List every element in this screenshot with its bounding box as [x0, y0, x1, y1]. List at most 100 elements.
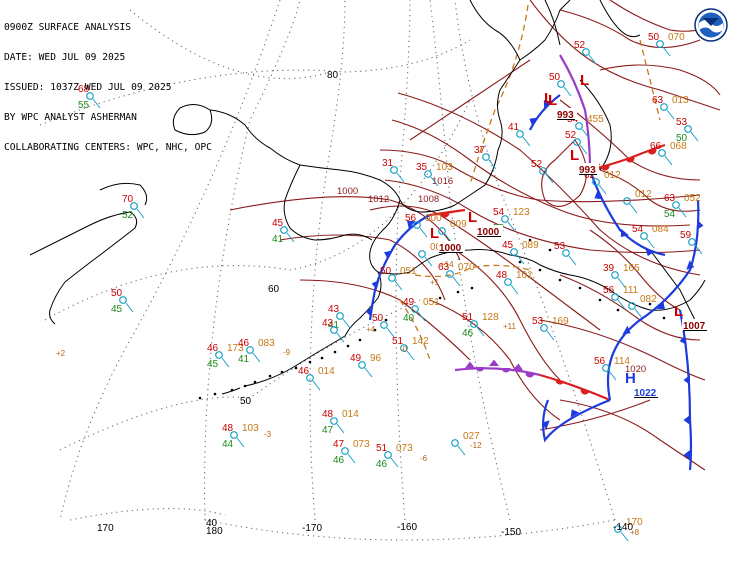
station-circle: [688, 238, 696, 246]
grid-line: [203, 0, 301, 521]
cold-front-barb: [656, 301, 665, 310]
wind-barb: [608, 370, 617, 381]
isobar-line: [397, 92, 701, 276]
station-temperature: 59: [680, 230, 692, 241]
center-value-bg: [578, 163, 599, 175]
station-circle: [575, 122, 583, 130]
station-plot: 48 101: [496, 270, 533, 295]
station-pressure: 170: [626, 517, 643, 528]
station-plot: 51 142: [392, 336, 429, 361]
center-value: 993: [557, 110, 574, 121]
island: [358, 338, 362, 342]
wind-barb: [581, 128, 590, 139]
island: [243, 384, 247, 388]
station-plot: 41: [508, 122, 531, 147]
wind-barb: [252, 352, 261, 363]
center-value-bg: [438, 241, 465, 253]
cold-front-barb: [645, 248, 655, 257]
station-circle: [411, 305, 419, 313]
station-plot: 35 103: [416, 162, 453, 187]
station-temperature: 50: [549, 72, 561, 83]
cold-front: [529, 94, 561, 131]
station-dewpoint: 46: [333, 455, 345, 466]
station-circle: [418, 250, 426, 258]
wind-barb: [516, 254, 525, 265]
station-circle: [684, 125, 692, 133]
low-symbol: L: [580, 72, 589, 89]
isobar-line: [369, 205, 601, 331]
cold-front-barb: [529, 117, 538, 127]
station-circle: [582, 48, 590, 56]
warm-front-bulge: [440, 213, 450, 218]
station-pressure: 014: [318, 366, 335, 377]
coastline: [469, 0, 521, 61]
station-circle: [384, 451, 392, 459]
wind-barb: [336, 332, 345, 343]
coastline: [221, 387, 241, 395]
coastline: [209, 109, 499, 213]
pressure-tendency: -0: [400, 345, 408, 354]
station-dewpoint: 50: [676, 133, 688, 144]
station-temperature: 46: [238, 338, 250, 349]
station-dewpoint: 46: [376, 459, 388, 470]
coastline: [244, 379, 267, 387]
cold-front-barb: [686, 260, 695, 270]
station-pressure: 169: [552, 316, 569, 327]
station-circle: [330, 417, 338, 425]
station-pressure: 084: [652, 224, 669, 235]
station-pressure: 165: [623, 263, 640, 274]
wind-barb: [342, 318, 351, 329]
station-temperature: 50: [372, 313, 384, 324]
station-plot: 52: [531, 159, 554, 184]
pressure-tendency: +4: [366, 325, 376, 334]
troughs: [399, 4, 661, 361]
warm-front-bulge: [580, 388, 590, 395]
station-circle: [656, 40, 664, 48]
header-issued: ISSUED: 1037Z WED JUL 09 2025: [4, 82, 172, 93]
wind-barb: [92, 98, 101, 109]
island: [268, 374, 272, 378]
island: [456, 290, 460, 294]
pressure-tendency: -6: [420, 454, 428, 463]
station-circle: [640, 232, 648, 240]
longitude-label: 170: [97, 523, 114, 534]
station-plot: 56 111: [603, 285, 639, 310]
station-circle: [400, 344, 408, 352]
station-pressure: 082: [640, 294, 657, 305]
station-circle: [215, 351, 223, 359]
wind-barb: [136, 208, 145, 219]
island: [470, 286, 474, 290]
wind-barb: [664, 155, 673, 166]
header-analyst: BY WPC ANALYST ASHERMAN: [4, 112, 137, 123]
station-pressure: 014: [342, 409, 359, 420]
center-value-bg: [476, 225, 503, 237]
cold-front-barb: [407, 220, 416, 229]
wind-barb: [617, 299, 626, 310]
station-plot: 52: [574, 40, 597, 65]
isobar-value-label: 1016: [432, 176, 453, 187]
station-temperature: 49: [350, 353, 362, 364]
station-temperature: 54: [493, 207, 505, 218]
station-temperature: 45: [272, 218, 284, 229]
wind-barb: [364, 367, 373, 378]
wind-barb: [598, 184, 607, 195]
center-value: 1000: [477, 227, 500, 238]
station-temperature: 41: [508, 122, 520, 133]
station-pressure: 142: [412, 336, 429, 347]
cold-front: [368, 214, 431, 321]
station-plot: 48 47 014: [322, 409, 359, 436]
analysis-header: 0900Z SURFACE ANALYSIS DATE: WED JUL 09 …: [4, 3, 212, 173]
station-temperature: 51: [376, 443, 388, 454]
station-temperature: 51: [462, 312, 474, 323]
wind-barb: [507, 221, 516, 232]
station-circle: [330, 326, 338, 334]
latitude-label: 80: [327, 70, 339, 81]
coastline: [49, 281, 66, 325]
station-circle: [660, 103, 668, 111]
cold-front-barb: [570, 409, 580, 418]
grid-line: [39, 39, 471, 126]
